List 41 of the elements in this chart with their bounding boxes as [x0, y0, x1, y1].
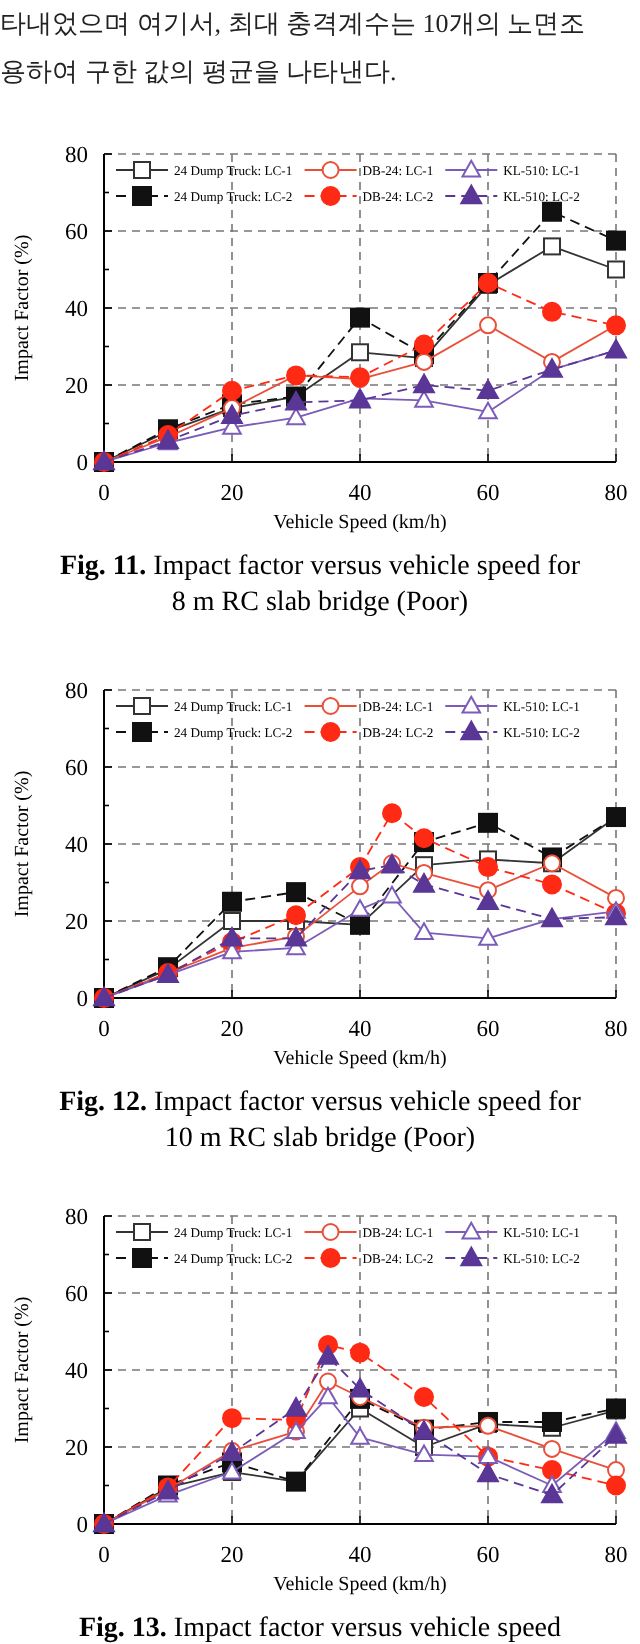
text: Fig. 13. Impact factor versus vehicle speed: [78, 1614, 562, 1644]
x-tick-label: 0: [98, 482, 111, 506]
x-tick-label: 20: [220, 482, 244, 506]
y-tick-label: 20: [65, 911, 89, 935]
x-tick-label: 0: [98, 1018, 111, 1042]
y-tick-label: 80: [65, 680, 89, 704]
x-tick-label: 40: [348, 1018, 372, 1042]
y-tick-label: 0: [76, 1514, 89, 1538]
x-tick-label: 60: [476, 482, 500, 506]
y-axis-title: Impact Factor (%): [12, 234, 34, 382]
text: 타내었으며 여기서, 최대 충격계수는 10개의 노면조: [0, 8, 585, 38]
y-tick-label: 20: [65, 1437, 89, 1461]
y-tick-label: 80: [65, 1206, 89, 1230]
x-tick-label: 40: [348, 482, 372, 506]
y-tick-label: 60: [65, 757, 89, 781]
y-tick-label: 60: [65, 221, 89, 245]
x-axis-title: Vehicle Speed (km/h): [273, 1048, 447, 1070]
x-tick-label: 80: [604, 1544, 628, 1568]
x-tick-label: 80: [604, 1018, 628, 1042]
text: Fig. 12. Impact factor versus vehicle speed for 10 m RC slab bridge (Poor): [59, 1088, 582, 1154]
x-axis-title: Vehicle Speed (km/h): [273, 512, 447, 534]
y-tick-label: 40: [65, 834, 89, 858]
x-tick-label: 0: [98, 1544, 111, 1568]
x-tick-label: 60: [476, 1018, 500, 1042]
y-axis-title: Impact Factor (%): [12, 1296, 34, 1444]
y-tick-label: 60: [65, 1283, 89, 1307]
y-tick-label: 80: [65, 144, 89, 168]
x-tick-label: 80: [604, 482, 628, 506]
x-tick-label: 40: [348, 1544, 372, 1568]
y-tick-label: 0: [76, 988, 89, 1012]
text: 용하여 구한 값의 평균을 나타낸다.: [0, 56, 397, 86]
y-tick-label: 40: [65, 298, 89, 322]
y-tick-label: 40: [65, 1360, 89, 1384]
text: Fig. 11. Impact factor versus vehicle speed for 8 m RC slab bridge (Poor): [59, 552, 581, 618]
y-tick-label: 0: [76, 452, 89, 476]
x-axis-title: Vehicle Speed (km/h): [273, 1574, 447, 1596]
y-tick-label: 20: [65, 375, 89, 399]
x-tick-label: 60: [476, 1544, 500, 1568]
x-tick-label: 20: [220, 1018, 244, 1042]
y-axis-title: Impact Factor (%): [12, 770, 34, 918]
x-tick-label: 20: [220, 1544, 244, 1568]
